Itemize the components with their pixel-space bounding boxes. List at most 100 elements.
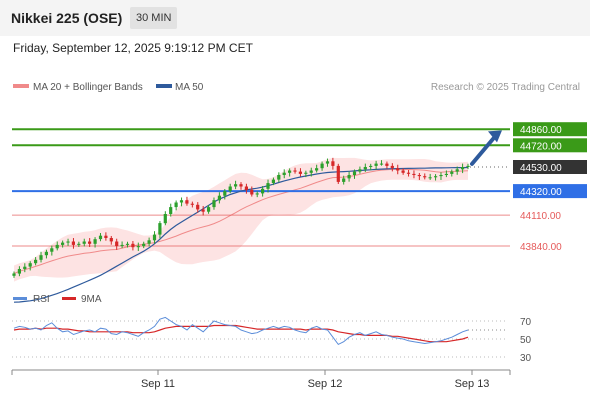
candle-body	[277, 175, 281, 180]
candle-body	[271, 179, 275, 183]
candle-body	[228, 186, 232, 192]
level-label-44110.00: 44110.00	[520, 211, 561, 222]
candle-body	[450, 171, 454, 174]
level-badge-44720.00	[513, 138, 587, 153]
candle-body	[163, 214, 167, 224]
x-tick-label: Sep 13	[455, 378, 490, 390]
rsi-ma-line	[13, 324, 469, 343]
interval-badge[interactable]: 30 MIN	[130, 7, 178, 29]
candle-body	[217, 195, 221, 201]
forecast-arrow-head	[488, 130, 502, 143]
candle-body	[396, 168, 400, 171]
level-label-43840.00: 43840.00	[520, 242, 562, 253]
level-labels: 44860.00 44720.00 44530.00 44320.00 44110.00…	[513, 122, 587, 253]
candle-body	[131, 243, 135, 248]
datetime-label: Friday, September 12, 2025 9:19:12 PM CE…	[13, 41, 253, 55]
candle-body	[174, 202, 178, 208]
candle-body	[98, 235, 103, 240]
candle-body	[363, 167, 367, 170]
candle-body	[147, 240, 151, 244]
rsi-ma-legend-label: 9MA	[81, 294, 102, 305]
rsi-ma-legend-swatch	[62, 297, 76, 300]
candle-body	[315, 168, 319, 171]
candle-body	[250, 189, 254, 195]
x-tick-label: Sep 11	[141, 378, 175, 390]
candle-body	[120, 244, 124, 246]
candle-body	[466, 165, 470, 167]
rsi-legend-swatch	[13, 297, 27, 300]
candle-body	[55, 244, 59, 249]
candle-body	[347, 175, 351, 179]
candle-body	[439, 175, 443, 177]
candle-body	[28, 263, 32, 267]
candle-body	[266, 183, 270, 189]
bollinger-legend-swatch	[13, 84, 29, 88]
candle-body	[234, 184, 238, 187]
candle-body	[342, 178, 346, 182]
level-label-44320.00: 44320.00	[520, 187, 562, 198]
candle-body	[325, 161, 330, 164]
candle-body	[142, 243, 146, 247]
forecast-arrow-shaft	[470, 133, 498, 166]
candle-body	[261, 188, 265, 194]
candle-body	[298, 171, 302, 174]
candle-body	[17, 269, 21, 274]
candle-body	[185, 200, 189, 204]
candle-body	[88, 241, 92, 244]
candle-body	[379, 163, 384, 165]
rsi-legend-label: RSI	[33, 294, 50, 305]
candle-body	[255, 193, 259, 195]
candle-body	[109, 238, 113, 242]
candle-body	[152, 234, 157, 241]
candle-body	[179, 200, 184, 203]
candle-body	[66, 241, 70, 243]
level-label-44720.00: 44720.00	[520, 141, 562, 152]
header-bar	[0, 0, 590, 36]
candle-body	[428, 177, 432, 179]
candle-body	[201, 209, 205, 212]
candle-body	[34, 259, 38, 264]
candle-body	[374, 163, 378, 166]
candle-body	[239, 184, 243, 187]
candle-body	[401, 170, 405, 173]
candle-body	[61, 242, 65, 245]
candle-body	[44, 251, 48, 256]
candle-body	[223, 191, 227, 196]
candle-body	[336, 165, 340, 182]
x-tick-label: Sep 12	[308, 378, 343, 390]
level-label-44860.00: 44860.00	[520, 125, 562, 136]
candle-body	[212, 200, 216, 208]
candle-body	[158, 223, 162, 235]
ma50-legend-swatch	[156, 84, 172, 88]
candle-body	[358, 169, 362, 172]
candle-body	[423, 176, 427, 178]
rsi-plot: 70 50 30	[12, 316, 532, 364]
candle-body	[412, 173, 416, 175]
candle-body	[369, 165, 373, 167]
candle-body	[434, 176, 438, 178]
candle-body	[136, 246, 140, 248]
candle-body	[196, 204, 200, 210]
level-badge-44530.00	[513, 160, 587, 174]
candle-body	[455, 169, 459, 172]
candle-body	[115, 241, 119, 247]
candle-body	[50, 248, 54, 252]
candle-body	[444, 173, 448, 175]
candle-body	[331, 161, 335, 166]
candle-body	[293, 170, 297, 172]
x-axis: Sep 11 Sep 12 Sep 13	[11, 370, 511, 390]
level-label-44530.00: 44530.00	[520, 163, 562, 174]
candle-body	[12, 273, 16, 276]
candle-body	[320, 163, 324, 169]
bollinger-legend-label: MA 20 + Bollinger Bands	[33, 82, 143, 93]
candle-body	[282, 172, 286, 175]
candle-body	[82, 241, 86, 244]
candle-body	[77, 243, 81, 245]
candle-body	[244, 186, 248, 190]
candle-body	[352, 171, 357, 175]
instrument-title: Nikkei 225 (OSE)	[11, 10, 123, 26]
candle-body	[288, 170, 292, 173]
candle-body	[390, 165, 394, 169]
main-plot	[12, 128, 510, 303]
rsi-line	[13, 316, 469, 346]
